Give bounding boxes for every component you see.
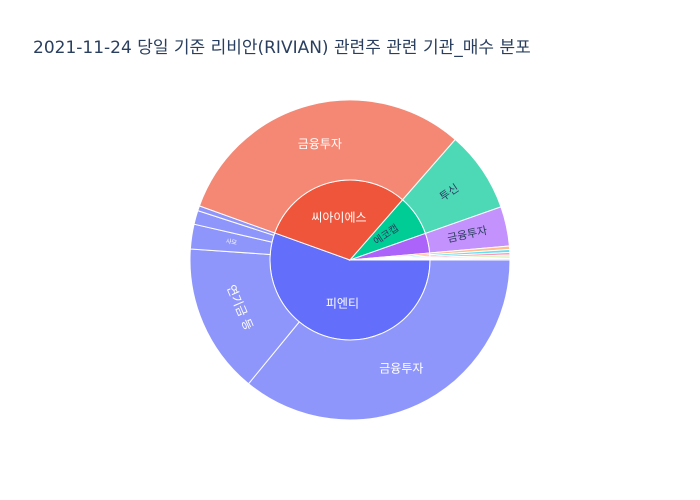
- sunburst-outer-wedge[interactable]: [198, 99, 456, 234]
- sunburst-outer-wedge[interactable]: [247, 259, 511, 421]
- sunburst-outer-label: 금융투자: [379, 361, 423, 375]
- sunburst-outer-label: 금융투자: [298, 137, 342, 151]
- sunburst-inner-label: 피엔티: [326, 296, 359, 310]
- sunburst-outer-label: 사모: [225, 237, 238, 247]
- sunburst-outer-wedge[interactable]: [429, 257, 511, 261]
- chart-title: 2021-11-24 당일 기준 리비안(RIVIAN) 관련주 관련 기관_매…: [33, 38, 531, 58]
- sunburst-inner-label: 씨아이에스: [311, 210, 366, 224]
